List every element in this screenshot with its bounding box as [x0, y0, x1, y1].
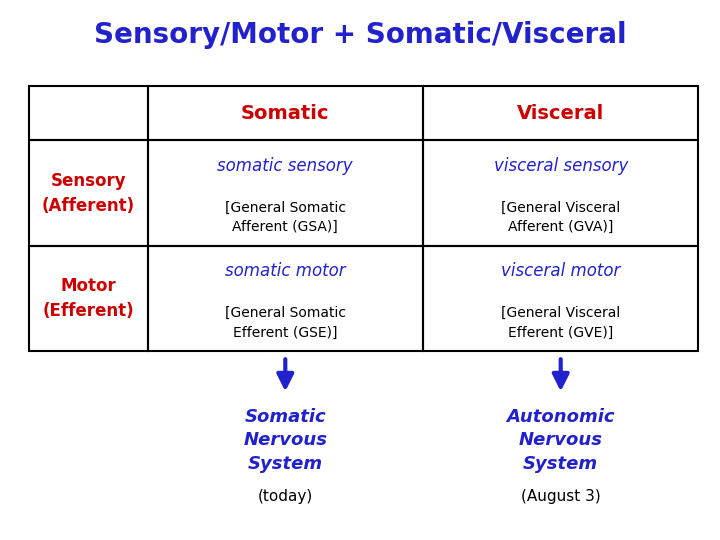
Text: Somatic
Nervous
System: Somatic Nervous System — [243, 408, 328, 472]
Text: Visceral: Visceral — [517, 104, 604, 123]
Text: [General Somatic
Efferent (GSE)]: [General Somatic Efferent (GSE)] — [225, 306, 346, 340]
Bar — [148, 86, 423, 140]
Text: Sensory/Motor + Somatic/Visceral: Sensory/Motor + Somatic/Visceral — [94, 21, 626, 49]
Bar — [148, 246, 423, 351]
Bar — [423, 140, 698, 246]
Bar — [423, 86, 698, 140]
Text: [General Visceral
Efferent (GVE)]: [General Visceral Efferent (GVE)] — [501, 306, 621, 340]
Text: visceral motor: visceral motor — [501, 262, 621, 280]
Text: Somatic: Somatic — [241, 104, 330, 123]
Bar — [148, 140, 423, 246]
Text: somatic sensory: somatic sensory — [217, 157, 353, 175]
Text: (August 3): (August 3) — [521, 489, 600, 504]
Text: somatic motor: somatic motor — [225, 262, 346, 280]
Bar — [29, 246, 148, 351]
Text: Motor
(Efferent): Motor (Efferent) — [42, 277, 134, 320]
Text: [General Visceral
Afferent (GVA)]: [General Visceral Afferent (GVA)] — [501, 200, 621, 234]
Bar — [423, 246, 698, 351]
Text: Autonomic
Nervous
System: Autonomic Nervous System — [506, 408, 615, 472]
Bar — [29, 140, 148, 246]
Text: Sensory
(Afferent): Sensory (Afferent) — [42, 172, 135, 214]
Text: [General Somatic
Afferent (GSA)]: [General Somatic Afferent (GSA)] — [225, 200, 346, 234]
Bar — [29, 86, 148, 140]
Text: (today): (today) — [258, 489, 313, 504]
Text: visceral sensory: visceral sensory — [493, 157, 628, 175]
